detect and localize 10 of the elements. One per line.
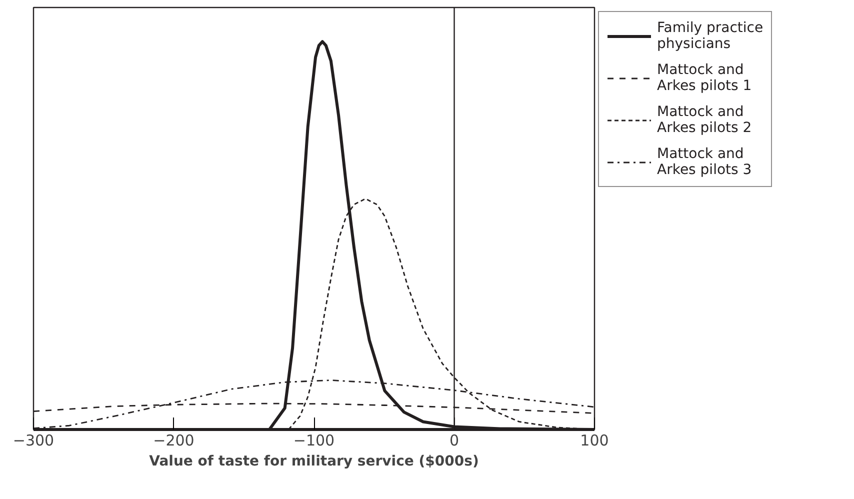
x-tick-label: −100 [293,432,335,450]
x-tick-label: −200 [153,432,194,450]
legend-label: Mattock and Arkes pilots 1 [657,62,752,94]
legend-label: Mattock and Arkes pilots 2 [657,104,752,136]
x-tick-label: 100 [580,432,609,450]
x-tick-label: −300 [12,432,54,450]
x-axis-title: Value of taste for military service ($000s) [149,454,479,470]
legend-label: Mattock and Arkes pilots 3 [657,146,752,178]
legend-label: Family practice physicians [657,20,764,52]
x-tick-label: 0 [449,432,460,450]
